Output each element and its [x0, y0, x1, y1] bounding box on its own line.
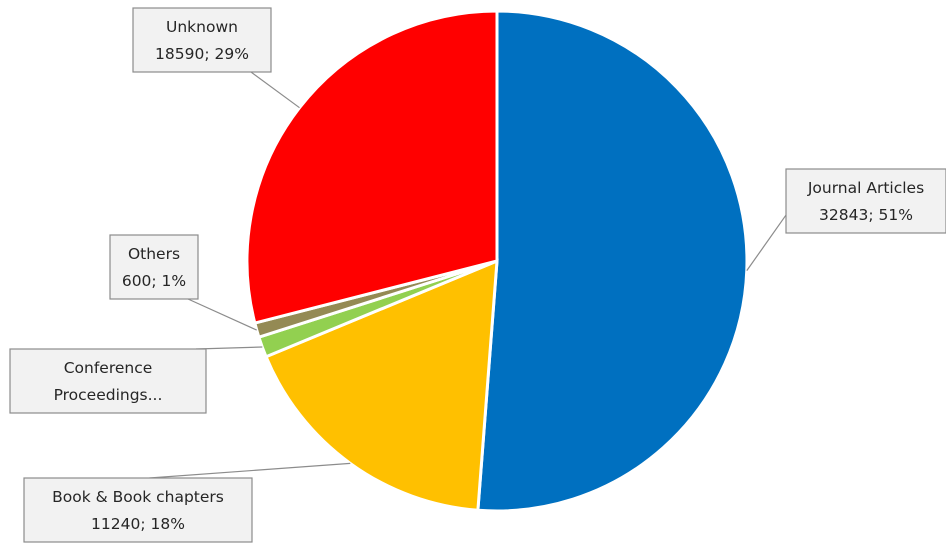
leader-line [250, 71, 300, 109]
data-label-box [109, 234, 199, 300]
data-label-line1: Others [128, 245, 180, 263]
data-label-line2: 11240; 18% [91, 515, 185, 533]
pie-slice-book-book-chapters [264, 258, 499, 512]
callout-labels: Journal Articles 32843; 51% Book & Book ch… [9, 7, 946, 543]
data-label-line2: 32843; 51% [819, 206, 913, 224]
pie-slice-journal-articles [476, 9, 749, 513]
data-label: Book & Book chapters 11240; 18% [23, 477, 253, 543]
leader-line [149, 462, 351, 479]
data-label-line1: Unknown [166, 18, 238, 36]
data-label-line1: Book & Book chapters [52, 488, 224, 506]
leader-line [195, 346, 263, 350]
data-label-box [23, 477, 253, 543]
data-label: Journal Articles 32843; 51% [785, 168, 946, 234]
data-label-line1: Journal Articles [807, 179, 924, 197]
leader-line [746, 214, 787, 271]
data-label-box [785, 168, 946, 234]
pie-slice-unknown [245, 9, 499, 325]
pie-slices [245, 9, 749, 513]
data-label: Unknown 18590; 29% [132, 7, 272, 73]
data-label: Others 600; 1% [109, 234, 199, 300]
data-label-box [132, 7, 272, 73]
leader-line [187, 298, 257, 331]
callout-leaders [149, 71, 787, 479]
data-label-line1: Conference [64, 359, 153, 377]
data-label-line2: 18590; 29% [155, 45, 249, 63]
data-label-box [9, 348, 207, 414]
data-label-line2: Proceedings... [54, 386, 163, 404]
data-label-line2: 600; 1% [122, 272, 186, 290]
data-label: Conference Proceedings... [9, 348, 207, 414]
